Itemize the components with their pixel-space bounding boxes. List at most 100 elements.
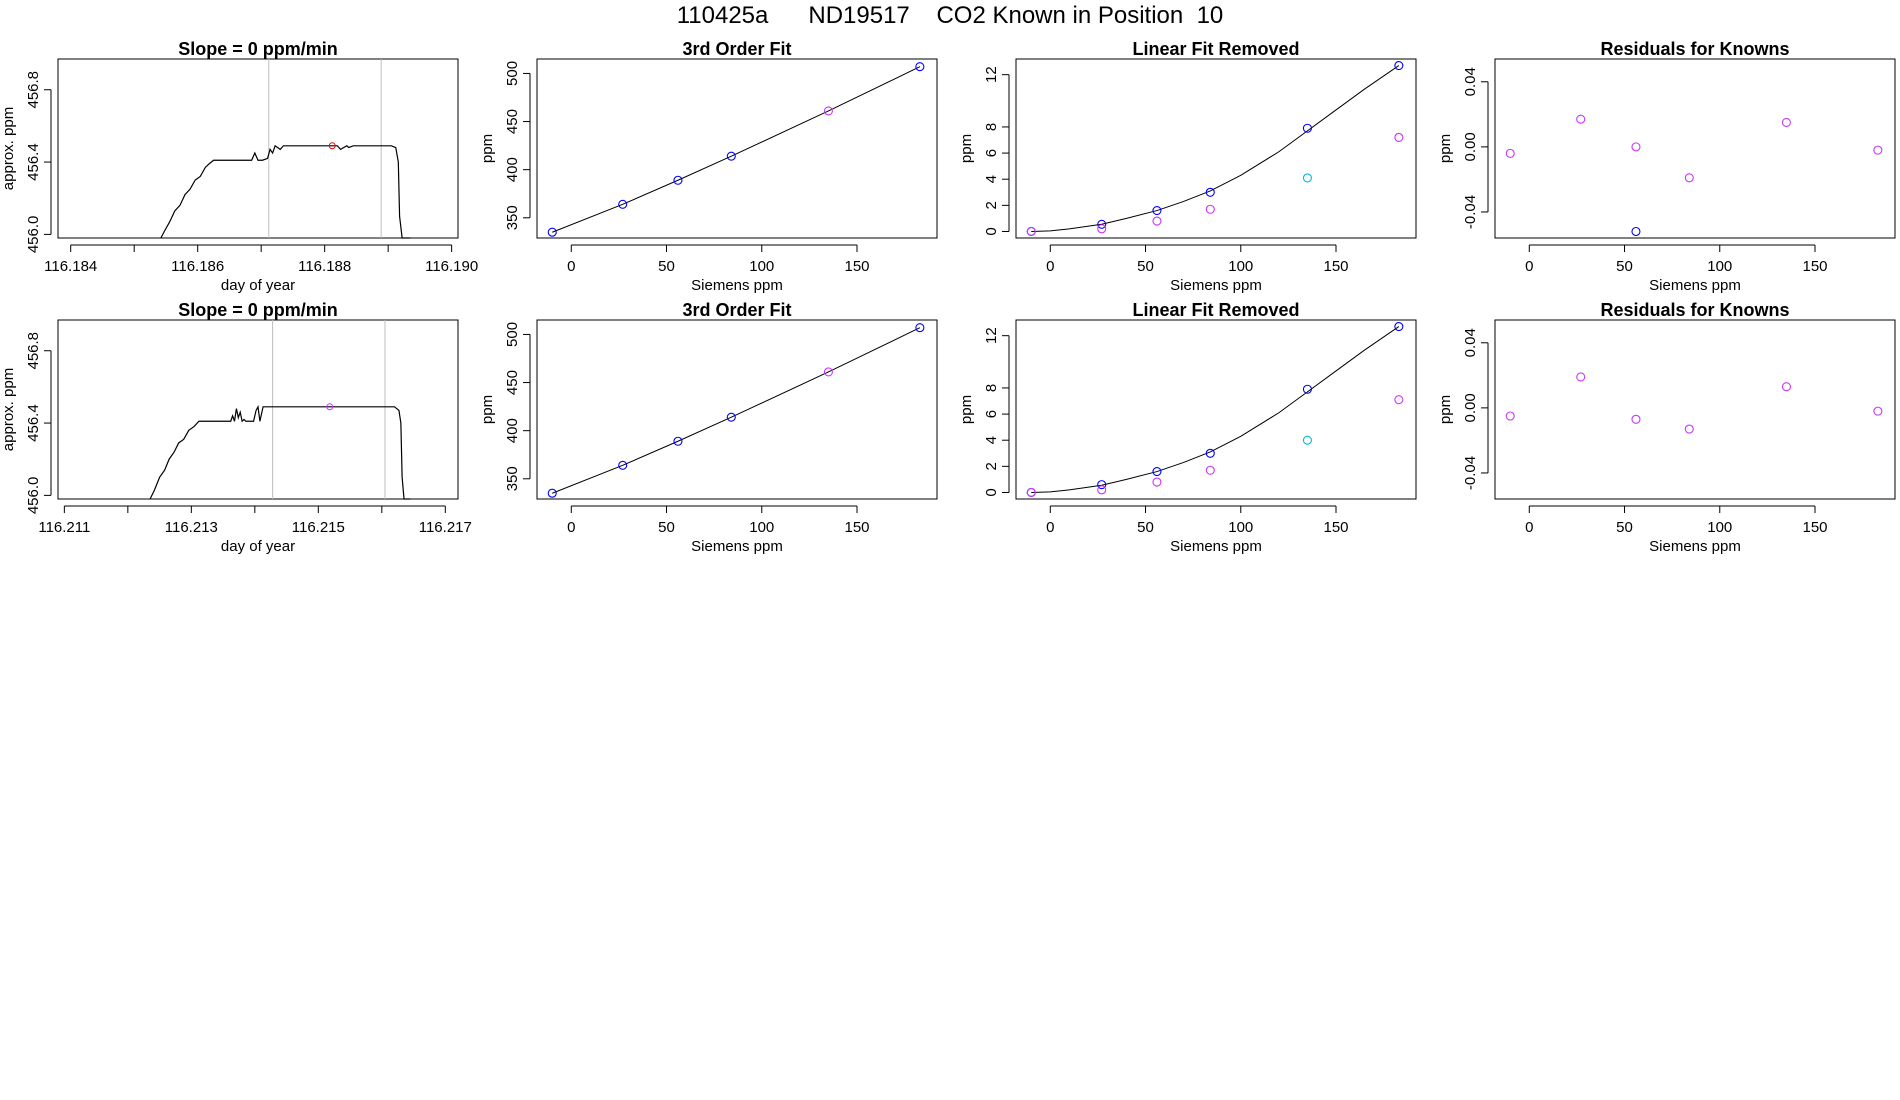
x-tick-label: 0	[1525, 258, 1533, 275]
x-tick-label: 50	[1616, 258, 1633, 275]
y-tick-label: 8	[983, 384, 1000, 392]
x-tick-label: 0	[1046, 258, 1054, 275]
data-point	[1631, 226, 1641, 237]
plot-frame	[536, 58, 938, 239]
x-tick-label: 150	[1802, 519, 1827, 536]
x-tick-label: 116.190	[425, 258, 478, 275]
y-tick-label: 456.0	[25, 477, 42, 515]
data-point	[1302, 173, 1312, 183]
y-tick-label: 0.04	[1462, 67, 1479, 96]
fit-curve	[1031, 326, 1400, 493]
panel-title: Slope = 0 ppm/min	[178, 39, 338, 59]
y-tick-label: 12	[983, 327, 1000, 344]
data-point	[823, 367, 833, 377]
plot-frame	[57, 58, 459, 239]
y-tick-label: 0.00	[1462, 132, 1479, 161]
data-point	[1205, 204, 1215, 214]
fit-curve	[1031, 65, 1400, 232]
y-tick-label: 450	[504, 370, 521, 395]
data-point	[1302, 123, 1312, 133]
x-axis-label: Siemens ppm	[1170, 538, 1262, 555]
y-tick-label: 8	[983, 123, 1000, 131]
data-point	[1505, 148, 1515, 158]
y-axis-label: ppm	[958, 134, 975, 163]
y-tick-label: 456.8	[25, 71, 42, 109]
y-tick-label: 6	[983, 149, 1000, 157]
panel-4: Residuals for Knowns 0 50 100 150 Siemens ppm…	[1437, 39, 1896, 294]
data-point	[915, 323, 925, 333]
y-tick-label: 0.04	[1462, 328, 1479, 357]
x-tick-label: 150	[844, 258, 869, 275]
panel-5: Slope = 0 ppm/min 116.211 116.213 116.215 11…	[0, 300, 472, 555]
y-axis-label: ppm	[479, 395, 496, 424]
y-axis-label: ppm	[958, 395, 975, 424]
x-tick-label: 116.215	[292, 519, 345, 536]
x-tick-label: 150	[844, 519, 869, 536]
y-tick-label: 0.00	[1462, 393, 1479, 422]
y-axis-label: approx. ppm	[0, 368, 17, 451]
panel-title: 3rd Order Fit	[682, 300, 791, 320]
x-axis-label: Siemens ppm	[1170, 277, 1262, 294]
data-point	[1781, 117, 1791, 128]
x-tick-label: 150	[1323, 258, 1348, 275]
x-tick-label: 100	[1707, 258, 1732, 275]
data-point	[547, 227, 557, 237]
fit-curve	[552, 327, 921, 494]
y-axis-label: ppm	[479, 134, 496, 163]
x-axis-label: Siemens ppm	[691, 538, 783, 555]
data-point	[1026, 487, 1036, 498]
panel-1: Slope = 0 ppm/min 116.184 116.186 116.188 11…	[0, 39, 478, 294]
data-line	[160, 144, 411, 239]
data-point	[1152, 216, 1162, 226]
data-point	[726, 412, 736, 422]
y-tick-label: -0.04	[1462, 195, 1479, 229]
data-point	[726, 151, 736, 161]
data-point	[673, 436, 683, 446]
data-point	[1097, 219, 1107, 229]
data-point	[1205, 465, 1215, 475]
x-tick-label: 50	[1137, 519, 1154, 536]
panel-3: Linear Fit Removed 0 50 100 150 Siemens ppm 0 2…	[958, 39, 1417, 294]
plot-frame	[1015, 58, 1417, 239]
x-tick-label: 100	[1707, 519, 1732, 536]
data-point	[1873, 145, 1883, 155]
data-point	[1097, 480, 1107, 490]
y-tick-label: 456.0	[25, 216, 42, 254]
data-point	[618, 199, 628, 209]
x-tick-label: 116.211	[38, 519, 90, 536]
y-tick-label: 0	[983, 227, 1000, 235]
data-point	[1873, 406, 1883, 416]
fit-curve	[552, 66, 921, 233]
mean-point	[326, 403, 334, 411]
x-tick-label: 0	[1525, 519, 1533, 536]
y-tick-label: 456.8	[25, 332, 42, 370]
x-tick-label: 100	[1228, 519, 1253, 536]
x-axis-label: Siemens ppm	[691, 277, 783, 294]
panel-title: Slope = 0 ppm/min	[178, 300, 338, 320]
y-tick-label: 350	[504, 205, 521, 230]
y-tick-label: 2	[983, 462, 1000, 470]
data-point	[618, 460, 628, 470]
data-point	[1097, 485, 1107, 495]
data-point	[1576, 372, 1586, 382]
y-tick-label: 456.4	[25, 404, 42, 442]
panel-7: Linear Fit Removed 0 50 100 150 Siemens ppm 0 2…	[958, 300, 1417, 555]
y-tick-label: 0	[983, 488, 1000, 496]
x-axis-label: day of year	[221, 538, 295, 555]
x-tick-label: 50	[1137, 258, 1154, 275]
panel-2: 3rd Order Fit 0 50 100 150 Siemens ppm 350 400 4…	[479, 39, 938, 294]
x-tick-label: 0	[567, 519, 575, 536]
x-tick-label: 0	[1046, 519, 1054, 536]
data-point	[823, 106, 833, 116]
x-axis-label: Siemens ppm	[1649, 277, 1741, 294]
data-point	[1394, 60, 1404, 71]
x-tick-label: 116.217	[419, 519, 472, 536]
data-point	[1205, 448, 1215, 458]
plot-frame	[57, 319, 459, 500]
data-point	[1152, 477, 1162, 487]
y-tick-label: -0.04	[1462, 456, 1479, 490]
data-point	[915, 62, 925, 72]
y-tick-label: 500	[504, 61, 521, 86]
y-tick-label: 2	[983, 201, 1000, 209]
